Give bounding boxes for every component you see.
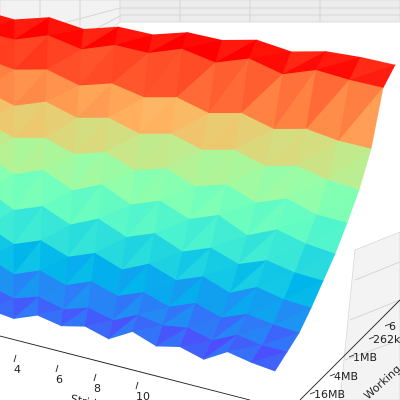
surface-facet-239: [250, 351, 288, 372]
y-tick-label-1: 4MB: [334, 370, 358, 383]
grid-line-11: [344, 339, 400, 361]
surface-facet-0: [0, 15, 16, 26]
x-tick-label-3: 10: [136, 390, 150, 400]
surface-mesh: [0, 15, 397, 372]
x-axis-label: Stride: [69, 392, 104, 400]
y-tick-label-2: 1MB: [353, 351, 377, 364]
surface-facet-24: [0, 36, 16, 49]
grid-line-9: [354, 261, 400, 281]
floor-pane-right: [339, 231, 400, 400]
y-tick-mark-1: [329, 373, 336, 377]
y-tick-label-0: 16MB: [314, 388, 345, 400]
x-tick-mark-2: [93, 373, 97, 382]
y-axis-line: [299, 299, 400, 400]
surface-facet-48: [0, 64, 16, 80]
x-tick-mark-3: [135, 381, 139, 390]
x-tick-mark-0: [13, 354, 17, 363]
y-tick-label-3: 262k: [373, 333, 400, 346]
y-tick-label-4: 6: [389, 320, 396, 333]
y-tick-mark-0: [309, 391, 316, 395]
grid-line-10: [349, 299, 400, 321]
y-tick-mark-4: [384, 323, 391, 327]
surface-facet-72: [0, 98, 15, 114]
surface-facet-96: [0, 130, 15, 147]
y-tick-mark-3: [368, 336, 375, 340]
x-tick-label-0: 4: [14, 363, 21, 376]
x-tick-mark-1: [55, 364, 59, 373]
back-pane-right: [119, 0, 400, 23]
x-tick-label-1: 6: [56, 373, 63, 386]
x-tick-label-2: 8: [94, 382, 101, 395]
y-tick-mark-2: [348, 354, 355, 358]
x-axis-line: [0, 335, 251, 400]
